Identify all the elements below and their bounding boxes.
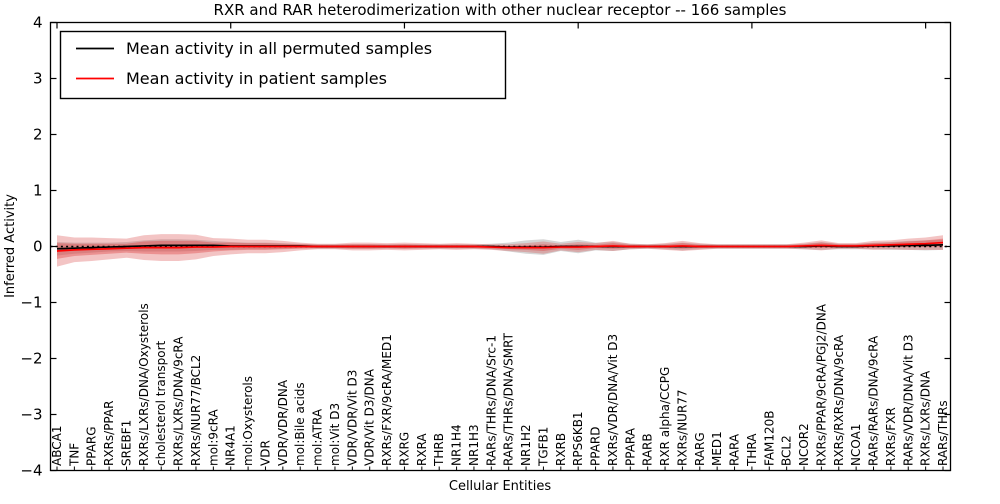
band-patient-spread-inner <box>57 238 943 259</box>
x-category-label: mol:ATRA <box>311 408 325 466</box>
x-category-label: THRB <box>432 433 446 467</box>
legend-label-patient: Mean activity in patient samples <box>126 69 387 88</box>
x-category-label: RXRs/RXRs/DNA/9cRA <box>832 334 846 466</box>
x-category-label: cholesterol transport <box>154 340 168 466</box>
y-tick-label: 0 <box>33 238 43 256</box>
y-tick-label: 1 <box>33 182 43 200</box>
x-category-labels-layer: ABCA1 TNF PPARG RXRs/PPAR SREBF1 RXRs/LXRs/DN… <box>50 303 950 467</box>
band-patient-spread-outer <box>57 234 943 267</box>
patient-mean-line <box>56 241 944 252</box>
x-category-label: VDR/VDR/Vit D3 <box>345 370 359 466</box>
ticks-layer <box>50 21 951 472</box>
x-category-label: RARA <box>728 433 742 466</box>
y-tick-labels-layer: 4 3 2 1 0 −1 −2 −3 −4 <box>20 14 42 480</box>
x-category-label: PPARA <box>623 427 637 466</box>
x-category-label: RARB <box>641 433 655 466</box>
x-category-label: mol:9cRA <box>206 409 220 466</box>
chart-title: RXR and RAR heterodimerization with othe… <box>214 1 787 19</box>
x-category-label: VDR/VDR/DNA <box>276 379 290 466</box>
x-category-label: RARs/THRs/DNA/Src-1 <box>484 335 498 466</box>
x-category-label: RXRs/LXRs/DNA/9cRA <box>172 336 186 466</box>
x-category-label: FAM120B <box>762 411 776 467</box>
y-tick-label: 4 <box>33 14 43 32</box>
x-category-label: RXRs/LXRs/DNA/Oxysterols <box>137 303 151 466</box>
x-category-label: NCOA1 <box>849 424 863 466</box>
x-category-label: NCOR2 <box>797 423 811 466</box>
x-category-label: RXR alpha/CCPG <box>658 367 672 466</box>
y-tick-label: −4 <box>20 462 42 480</box>
x-category-label: RXRs/FXR <box>884 407 898 466</box>
x-category-label: NR1H4 <box>450 424 464 466</box>
x-category-label: RXRs/LXRs/DNA <box>919 370 933 466</box>
x-category-label: RXRG <box>397 432 411 466</box>
x-category-label: TGFB1 <box>536 427 550 467</box>
x-category-label: RXRB <box>554 433 568 466</box>
legend-label-permuted: Mean activity in all permuted samples <box>126 39 432 58</box>
x-category-label: RARs/VDR/DNA/Vit D3 <box>901 334 915 466</box>
x-category-label: NR1H2 <box>519 424 533 466</box>
x-category-label: RARs/THRs/DNA/SMRT <box>502 332 516 466</box>
y-axis-label: Inferred Activity <box>3 194 18 298</box>
x-category-label: VDR <box>258 440 272 466</box>
x-category-label: TNF <box>67 443 81 467</box>
x-category-label: RPS6KB1 <box>571 411 585 466</box>
y-tick-label: 2 <box>33 126 43 144</box>
x-category-label: mol:Bile acids <box>293 382 307 466</box>
x-category-label: RXRs/NUR77/BCL2 <box>189 355 203 466</box>
x-category-label: PPARD <box>589 427 603 467</box>
x-category-label: THRA <box>745 433 759 467</box>
x-category-label: SREBF1 <box>119 420 133 466</box>
x-category-label: RARG <box>693 432 707 466</box>
x-category-label: RXRs/NUR77 <box>675 389 689 466</box>
x-axis-label: Cellular Entities <box>449 479 551 494</box>
x-category-label: mol:Oxysterols <box>241 376 255 466</box>
legend: Mean activity in all permuted samples Me… <box>59 30 507 100</box>
x-category-label: PPARG <box>85 426 99 466</box>
x-category-label: BCL2 <box>780 435 794 466</box>
series-lines-layer <box>56 241 944 252</box>
x-category-label: RXRs/VDR/DNA/Vit D3 <box>606 334 620 466</box>
y-tick-label: 3 <box>33 70 43 88</box>
x-category-label: VDR/Vit D3/DNA <box>363 368 377 466</box>
x-category-label: ABCA1 <box>50 426 64 466</box>
y-tick-label: −1 <box>20 294 42 312</box>
x-category-label: RXRs/PPAR <box>102 401 116 466</box>
x-category-label: mol:Vit D3 <box>328 403 342 466</box>
x-category-label: RXRs/FXR/9cRA/MED1 <box>380 334 394 466</box>
y-tick-label: −3 <box>20 406 42 424</box>
x-category-label: NR1H3 <box>467 424 481 466</box>
x-category-label: NR4A1 <box>224 425 238 466</box>
x-category-label: MED1 <box>710 431 724 466</box>
x-category-label: RXRs/PPAR/9cRA/PGJ2/DNA <box>814 303 828 466</box>
x-category-label: RARs/THRs <box>936 400 950 466</box>
legend-frame <box>59 30 507 100</box>
x-category-label: RARs/RARs/DNA/9cRA <box>867 335 881 466</box>
x-category-label: RXRA <box>415 433 429 466</box>
y-tick-label: −2 <box>20 350 42 368</box>
